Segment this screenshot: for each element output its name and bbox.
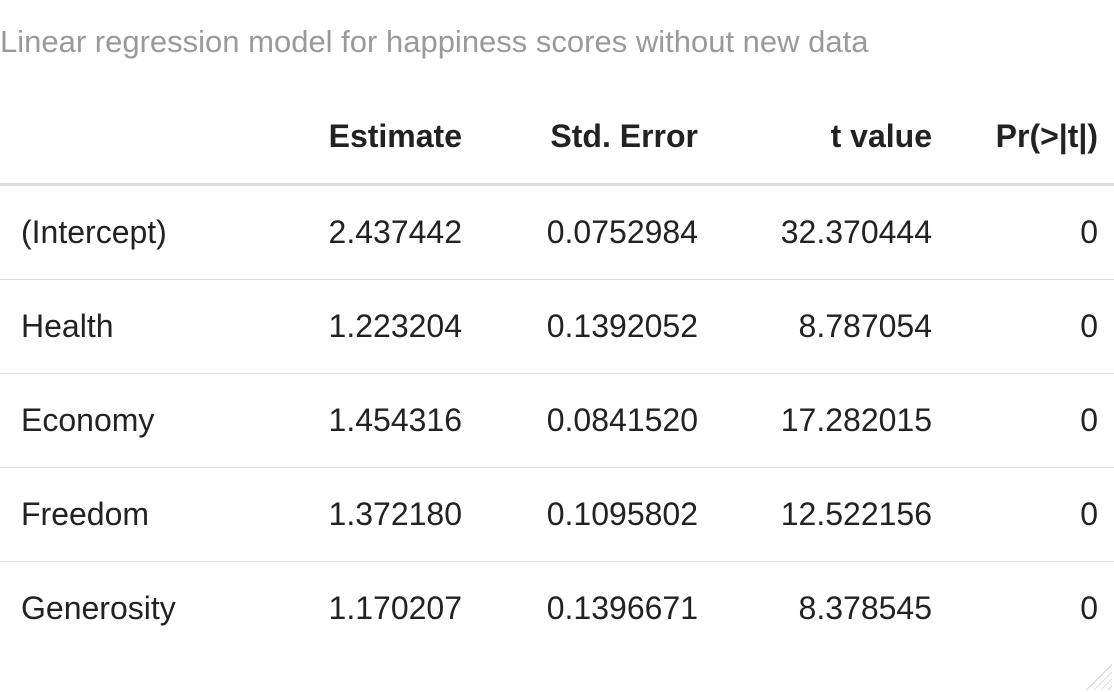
table-row: Economy 1.454316 0.0841520 17.282015 0 bbox=[0, 373, 1114, 468]
p-value-cell: 0 bbox=[932, 467, 1114, 562]
p-value-cell: 0 bbox=[932, 184, 1114, 280]
row-label: (Intercept) bbox=[0, 184, 226, 280]
table-row: Health 1.223204 0.1392052 8.787054 0 bbox=[0, 279, 1114, 374]
row-label: Health bbox=[0, 279, 226, 374]
resize-grip-icon[interactable] bbox=[1082, 660, 1112, 690]
regression-table: Estimate Std. Error t value Pr(>|t|) (In… bbox=[0, 90, 1114, 655]
estimate-cell: 1.454316 bbox=[226, 373, 462, 468]
std-error-cell: 0.1392052 bbox=[462, 279, 698, 374]
t-value-cell: 12.522156 bbox=[698, 467, 932, 562]
header-cell-p-value: Pr(>|t|) bbox=[932, 90, 1114, 186]
p-value-cell: 0 bbox=[1080, 590, 1098, 626]
header-row: Estimate Std. Error t value Pr(>|t|) bbox=[0, 90, 1114, 186]
row-label: Generosity bbox=[21, 590, 176, 626]
estimate-cell: 2.437442 bbox=[226, 184, 462, 280]
t-value-cell: 17.282015 bbox=[698, 373, 932, 468]
std-error-cell: 0.1396671 bbox=[546, 590, 698, 626]
t-value-cell: 8.378545 bbox=[798, 590, 932, 626]
estimate-cell: 1.170207 bbox=[328, 590, 462, 626]
table-body: (Intercept) 2.437442 0.0752984 32.370444… bbox=[0, 184, 1114, 656]
header-cell-t-value: t value bbox=[698, 90, 932, 186]
table-header: Estimate Std. Error t value Pr(>|t|) bbox=[0, 90, 1114, 186]
table-row: Freedom 1.372180 0.1095802 12.522156 0 bbox=[0, 467, 1114, 562]
estimate-cell: 1.372180 bbox=[226, 467, 462, 562]
row-label: Freedom bbox=[0, 467, 226, 562]
header-cell-std-error: Std. Error bbox=[462, 90, 698, 186]
estimate-cell: 1.223204 bbox=[226, 279, 462, 374]
t-value-cell: 32.370444 bbox=[698, 184, 932, 280]
table-row: (Intercept) 2.437442 0.0752984 32.370444… bbox=[0, 184, 1114, 280]
std-error-cell: 0.0752984 bbox=[462, 184, 698, 280]
p-value-cell: 0 bbox=[932, 373, 1114, 468]
row-label: Economy bbox=[0, 373, 226, 468]
std-error-cell: 0.0841520 bbox=[462, 373, 698, 468]
table-row: Generosity 1.170207 0.1396671 8.378545 0 bbox=[0, 562, 1114, 656]
p-value-cell: 0 bbox=[932, 279, 1114, 374]
table-caption: Linear regression model for happiness sc… bbox=[0, 24, 869, 59]
std-error-cell: 0.1095802 bbox=[462, 467, 698, 562]
header-cell-estimate: Estimate bbox=[226, 90, 462, 186]
header-cell-term bbox=[0, 90, 226, 186]
t-value-cell: 8.787054 bbox=[698, 279, 932, 374]
